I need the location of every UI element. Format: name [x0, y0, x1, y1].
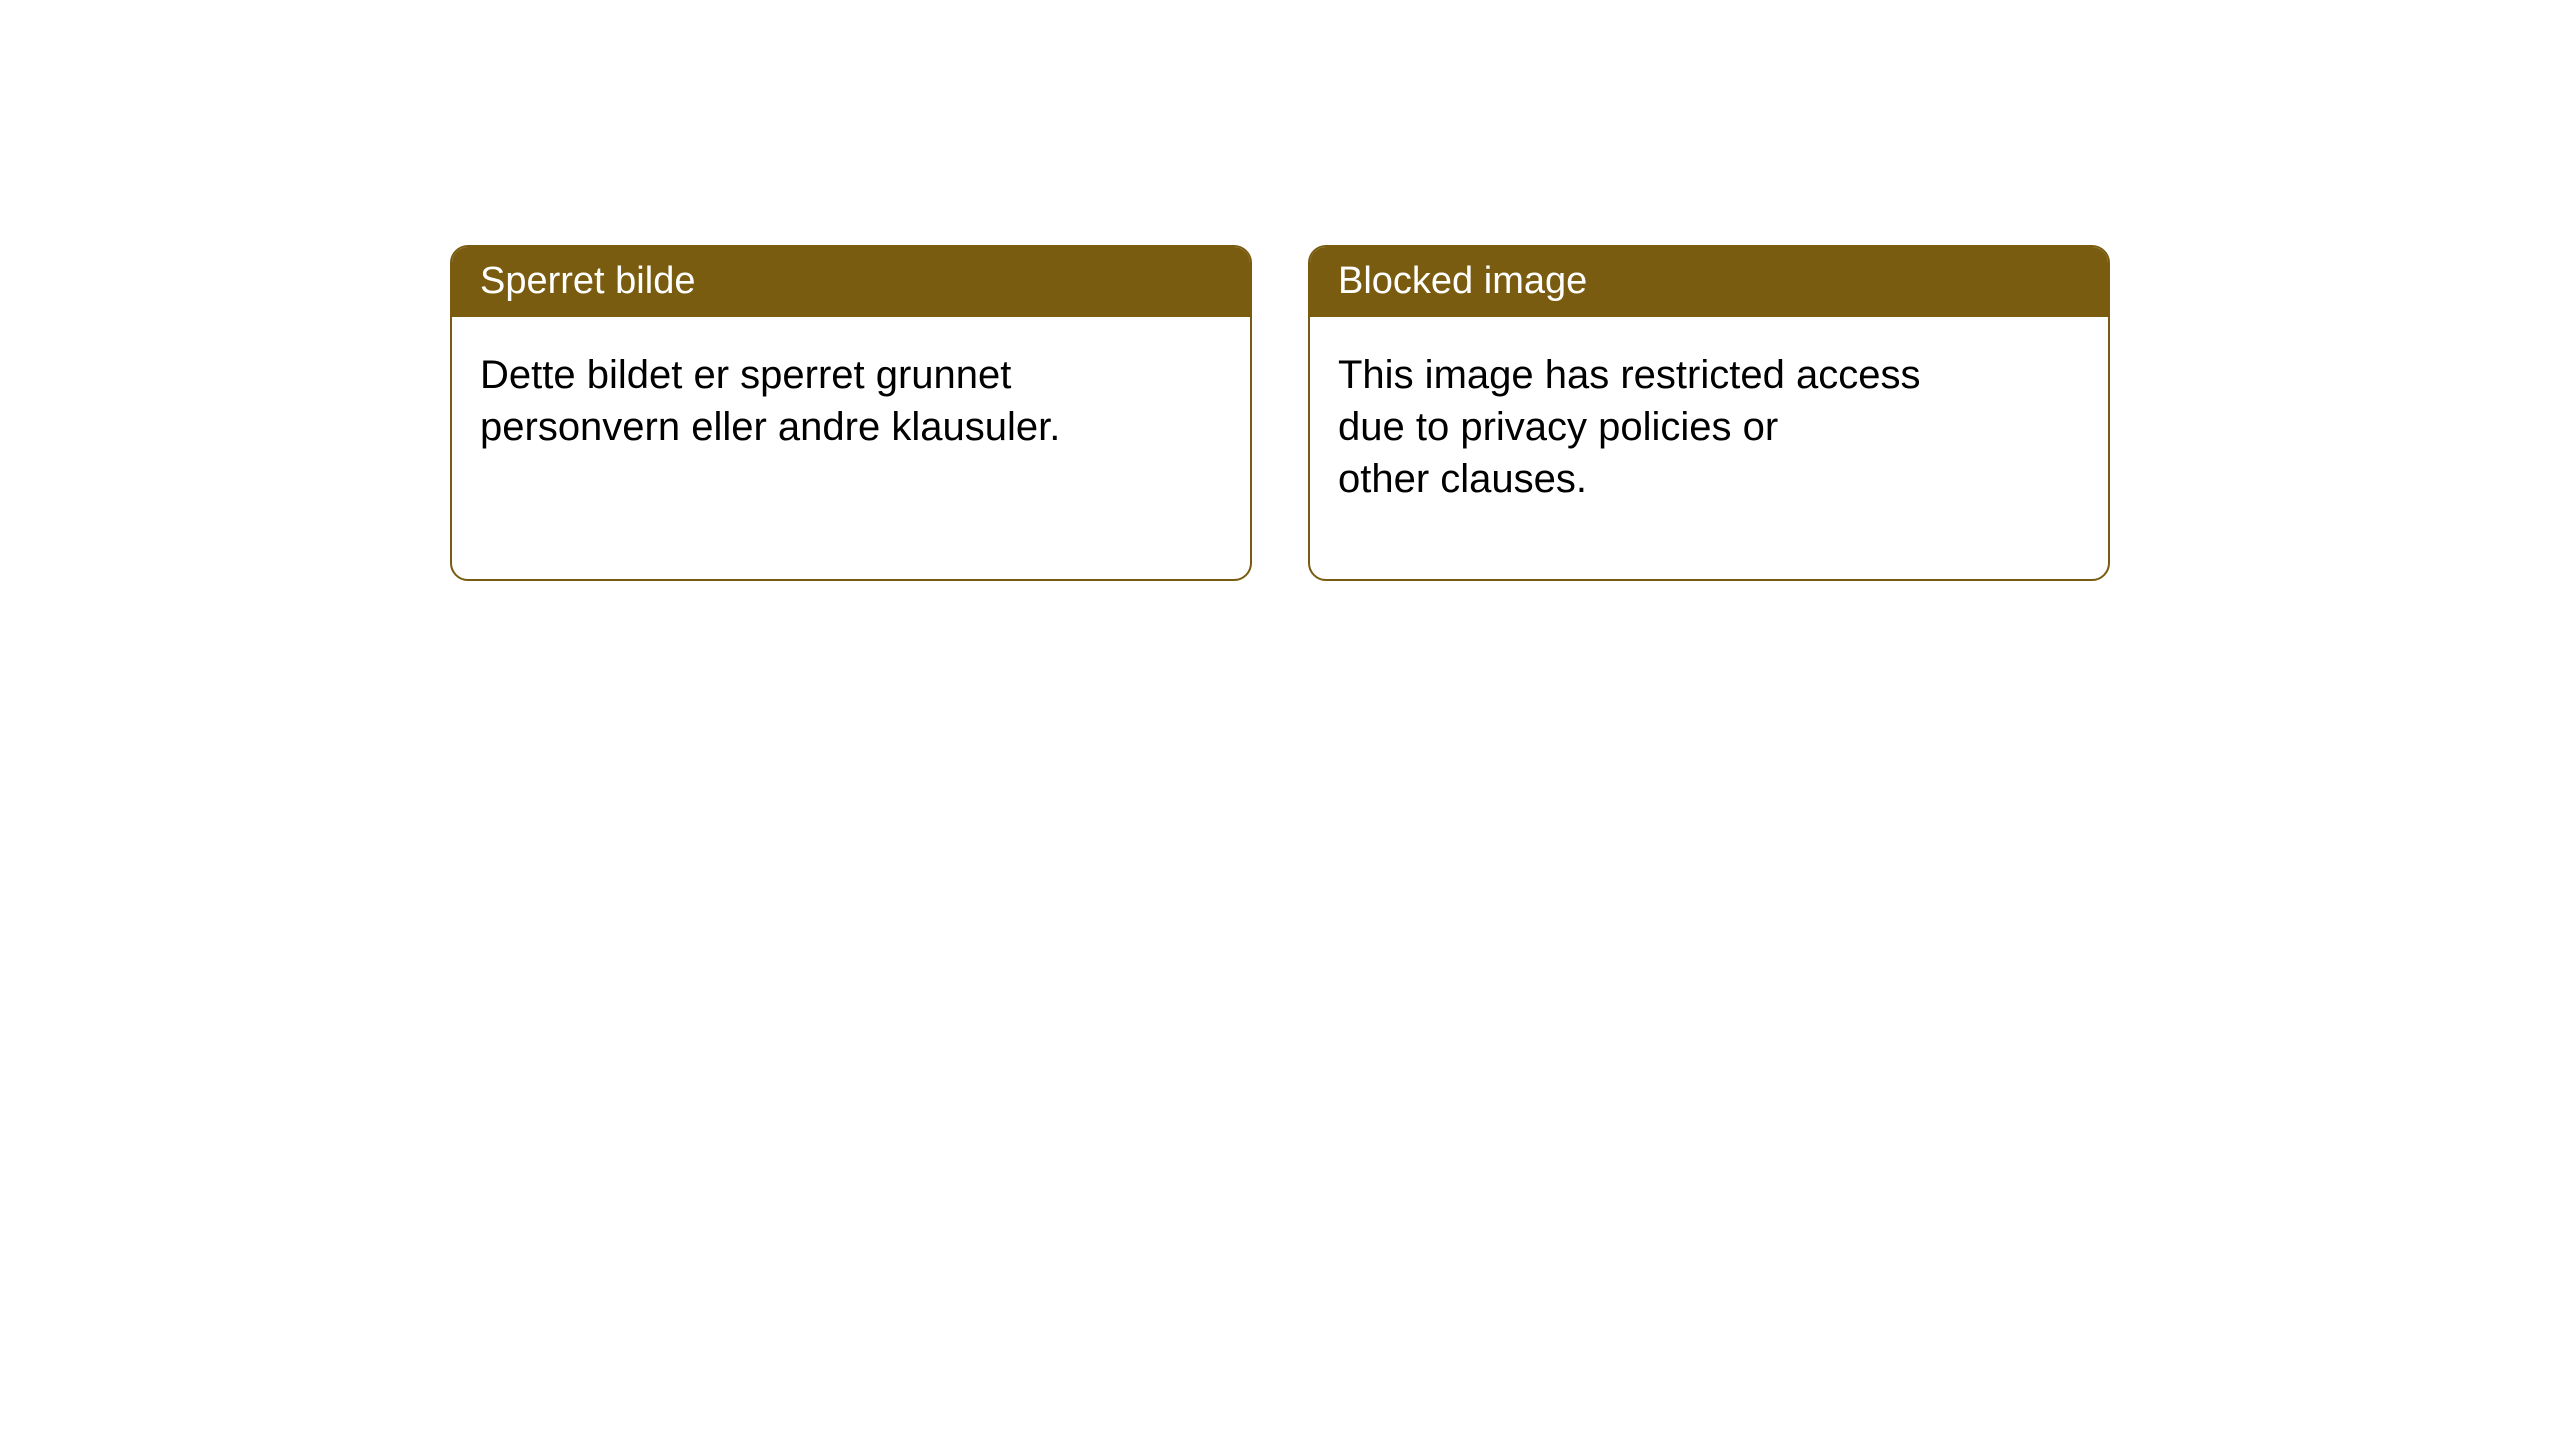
body-line: due to privacy policies or: [1338, 401, 2080, 453]
blocked-image-card-nb: Sperret bilde Dette bildet er sperret gr…: [450, 245, 1252, 581]
card-header-text: Blocked image: [1338, 260, 1587, 302]
body-line: other clauses.: [1338, 453, 2080, 505]
card-header-text: Sperret bilde: [480, 260, 695, 302]
card-body: Dette bildet er sperret grunnet personve…: [452, 317, 1250, 485]
body-line: Dette bildet er sperret grunnet: [480, 349, 1222, 401]
blocked-image-card-en: Blocked image This image has restricted …: [1308, 245, 2110, 581]
card-header: Blocked image: [1310, 247, 2108, 317]
notice-container: Sperret bilde Dette bildet er sperret gr…: [450, 245, 2110, 581]
body-line: This image has restricted access: [1338, 349, 2080, 401]
card-header: Sperret bilde: [452, 247, 1250, 317]
card-body: This image has restricted access due to …: [1310, 317, 2108, 537]
body-line: personvern eller andre klausuler.: [480, 401, 1222, 453]
